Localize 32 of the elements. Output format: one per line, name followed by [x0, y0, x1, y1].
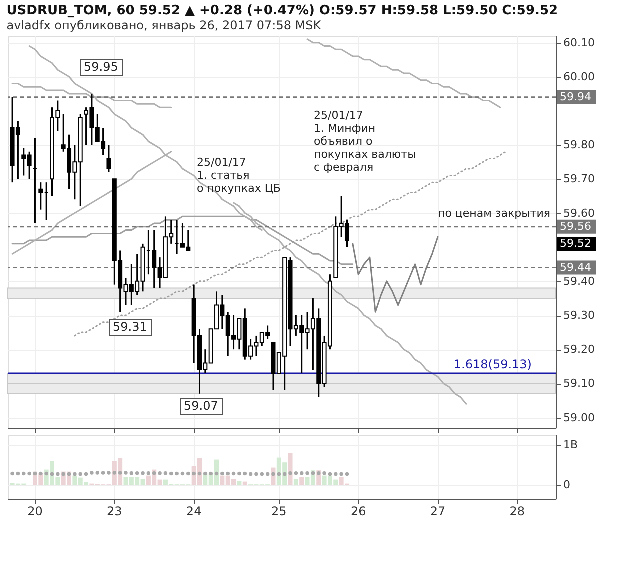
y-tick-label: 59.60 [564, 206, 595, 220]
x-tick-label: 27 [430, 504, 446, 518]
y-tick-label: 60.10 [564, 36, 595, 50]
chart-subtitle: avladfx опубликовано, январь 26, 2017 07:58 MSK [6, 18, 322, 32]
annotation: по ценам закрытия [438, 207, 550, 220]
annotation: 25/01/17 1. Минфин объявил о покупках валюты с февраля [314, 109, 416, 174]
y-tick-label: 59.00 [564, 411, 595, 424]
y-tick-label: 59.70 [564, 172, 595, 186]
x-tick-label: 28 [510, 504, 526, 518]
x-tick-label: 24 [186, 504, 202, 518]
annotation: 59.07 [184, 399, 218, 413]
x-tick-label: 20 [28, 504, 43, 518]
ref-line-label: 59.94 [560, 90, 592, 104]
y-tick-label: 59.80 [564, 138, 595, 152]
ref-line-label: 59.56 [560, 220, 592, 233]
x-tick-label: 23 [107, 504, 122, 518]
x-tick-label: 25 [272, 504, 287, 518]
ref-line-label: 1.618(59.13) [454, 357, 532, 372]
y-tick-label: 59.40 [564, 274, 595, 288]
y-tick-label: 59.20 [564, 343, 595, 356]
text: 59.52 [560, 237, 592, 250]
annotation: 59.95 [84, 60, 118, 74]
annotation: 25/01/17 1. статья о покупках ЦБ [197, 156, 281, 195]
x-tick-label: 26 [350, 504, 366, 518]
y-tick-label: 60.00 [564, 70, 595, 84]
y-tick-label: 59.10 [564, 377, 595, 390]
y-tick-label: 1B [564, 438, 578, 452]
ref-line-label: 59.44 [560, 260, 592, 274]
chart-title: USDRUB_TOM, 60 59.52 ▲ +0.28 (+0.47%) O:59.57 H:59.58 L:59.50 C:59.52 [6, 4, 558, 18]
annotation: 59.31 [113, 320, 148, 334]
y-tick-label: 59.30 [564, 309, 595, 322]
y-tick-label: 0 [564, 478, 570, 492]
